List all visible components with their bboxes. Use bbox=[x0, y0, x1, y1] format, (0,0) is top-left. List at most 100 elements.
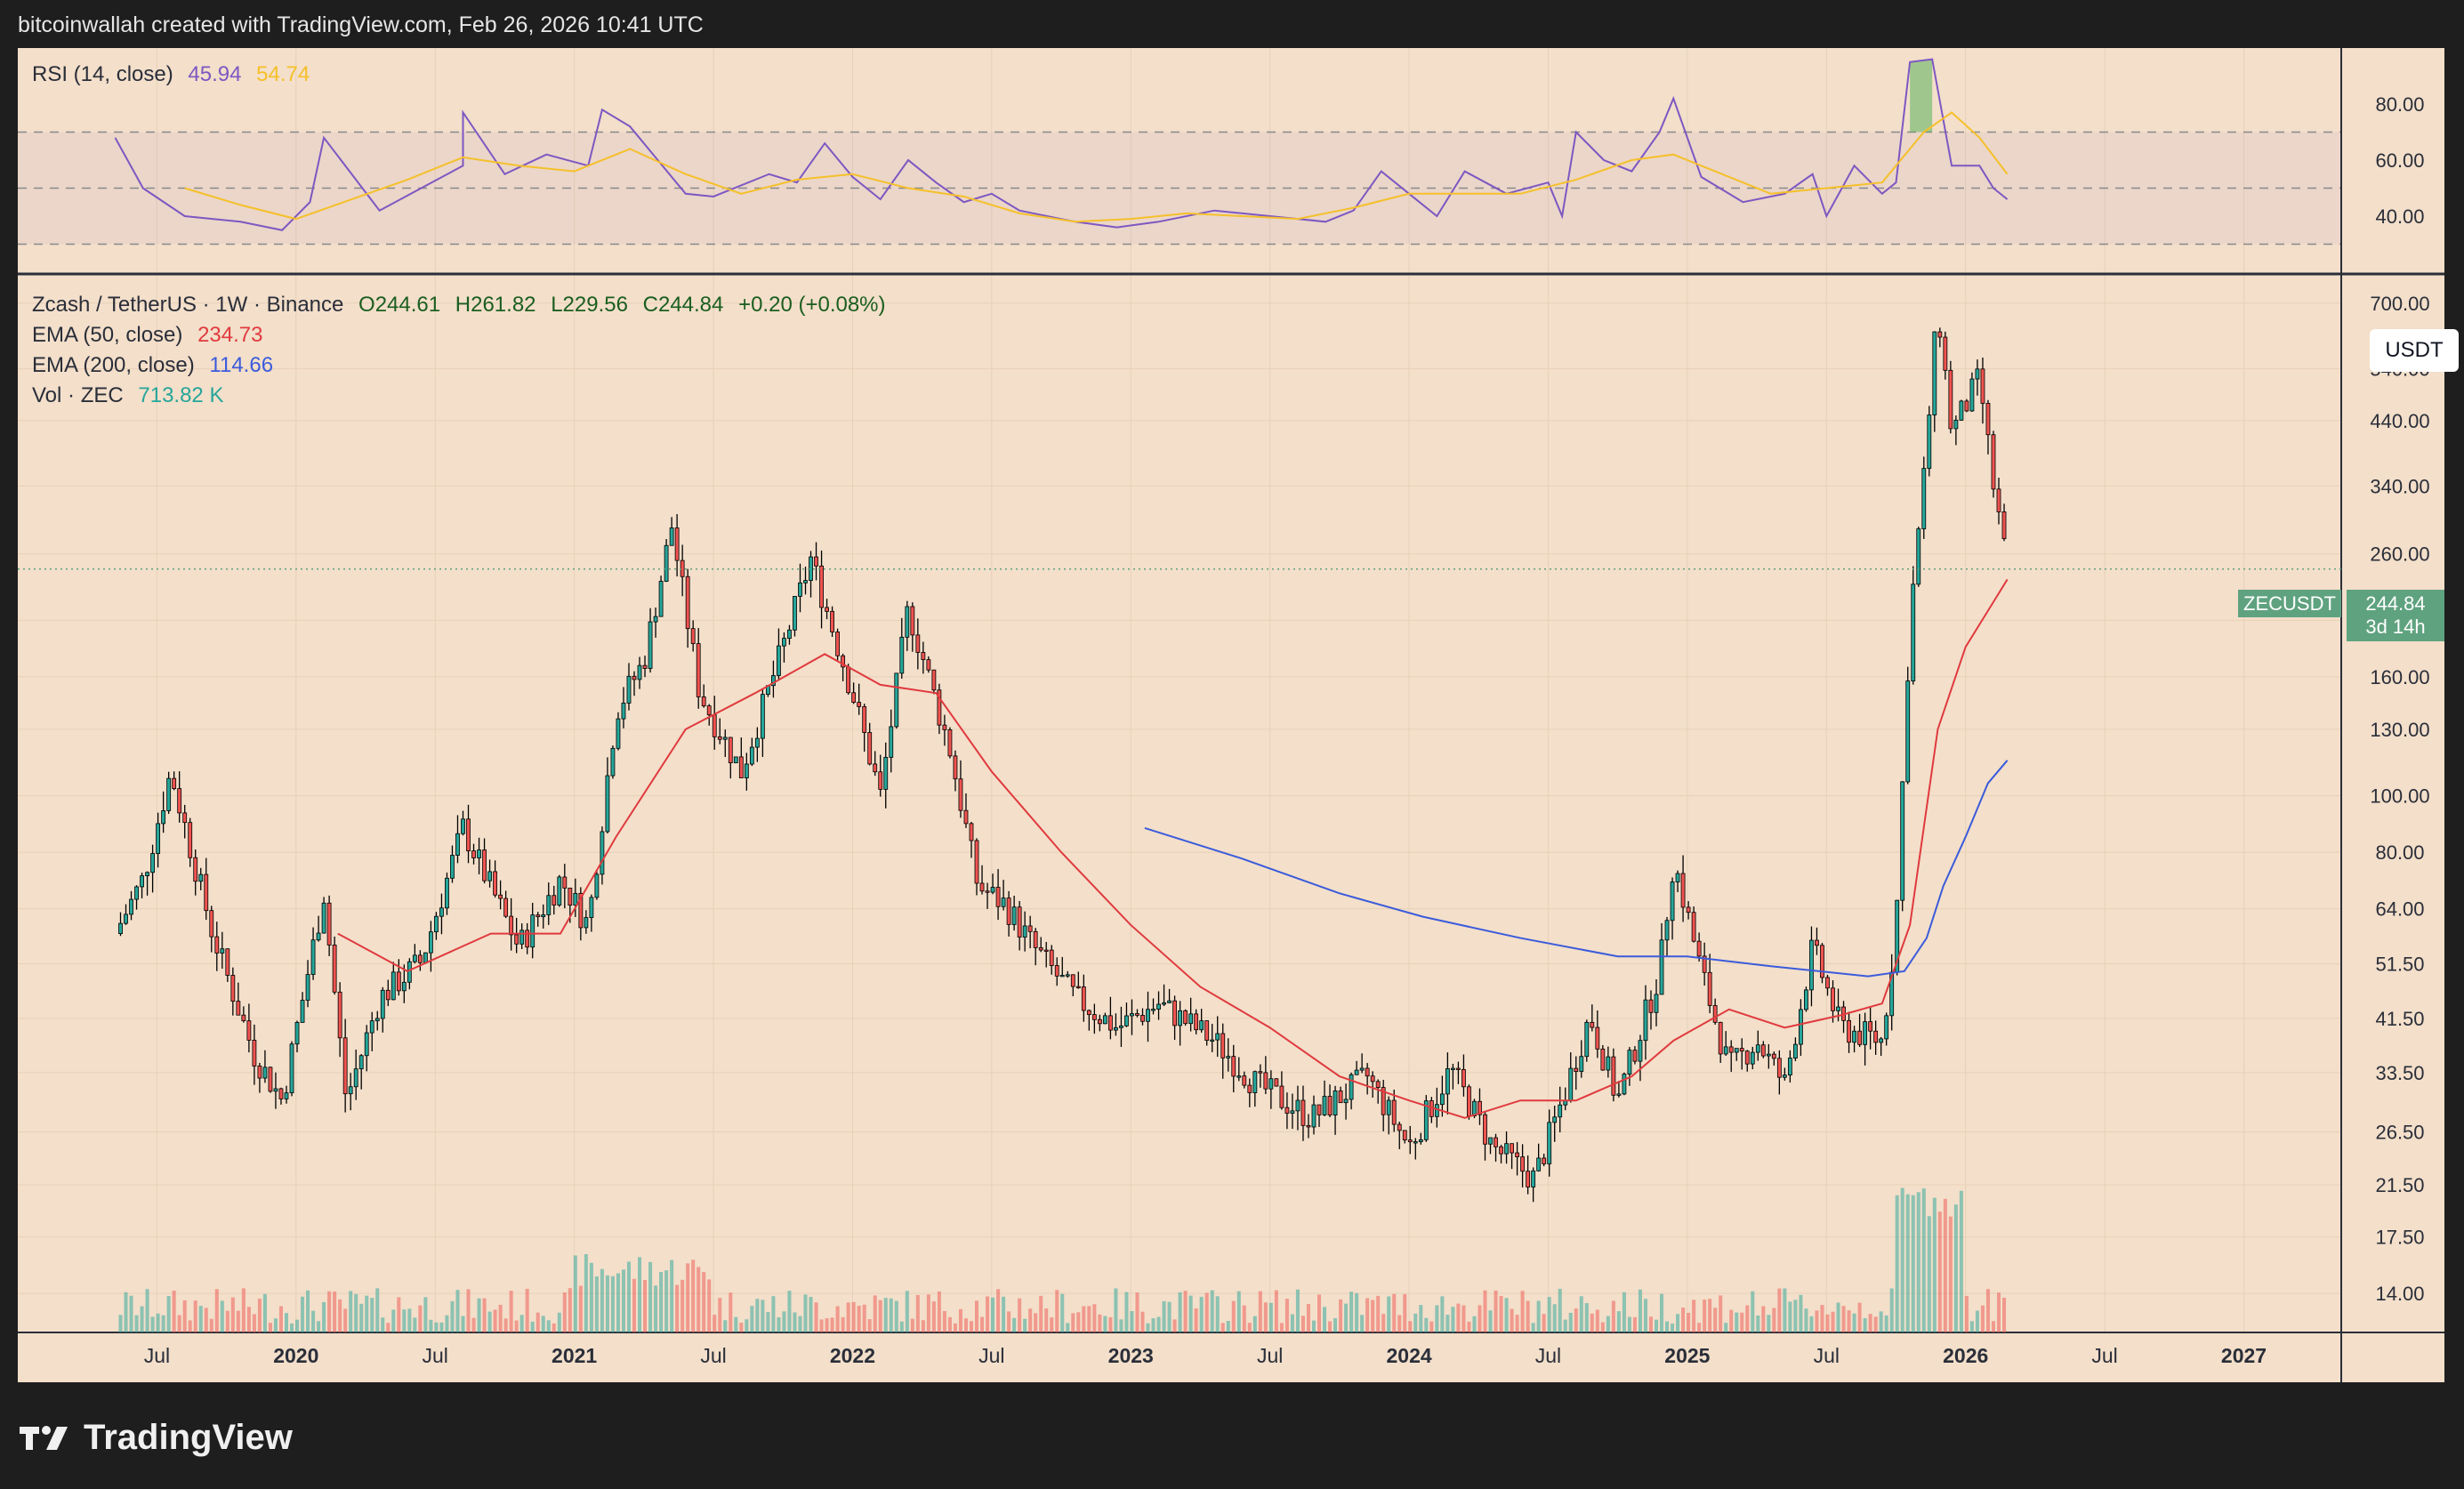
volume-bar bbox=[1392, 1293, 1397, 1332]
candle-body bbox=[1268, 1078, 1274, 1090]
candle bbox=[1317, 1104, 1322, 1127]
candle-body bbox=[429, 931, 433, 954]
candle-body bbox=[1787, 1058, 1792, 1076]
candle-body bbox=[830, 610, 834, 632]
candle-body bbox=[1980, 368, 1985, 404]
candle-body bbox=[1868, 1021, 1873, 1032]
volume-bar bbox=[723, 1320, 728, 1332]
candle bbox=[1183, 1009, 1188, 1026]
candle bbox=[530, 902, 535, 959]
candle bbox=[600, 826, 605, 885]
candle-body bbox=[969, 823, 974, 841]
candle bbox=[1526, 1155, 1531, 1195]
candle bbox=[204, 857, 209, 921]
volume-bar bbox=[1151, 1318, 1156, 1332]
ema200-row[interactable]: EMA (200, close) 114.66 bbox=[32, 350, 895, 381]
candle-body bbox=[937, 689, 942, 726]
candle bbox=[1130, 999, 1134, 1035]
candle bbox=[1879, 1036, 1884, 1056]
candle bbox=[1841, 1001, 1846, 1034]
candle bbox=[926, 656, 931, 673]
chart-canvas[interactable]: 80.0060.0040.00700.00540.00440.00340.002… bbox=[18, 48, 2444, 1382]
candle bbox=[1146, 991, 1150, 1042]
volume-bar bbox=[1456, 1303, 1461, 1332]
candle bbox=[1038, 937, 1043, 953]
volume-bar bbox=[878, 1300, 882, 1332]
volume-bar bbox=[1964, 1295, 1969, 1332]
candle-body bbox=[1333, 1090, 1338, 1115]
candle-body bbox=[1815, 939, 1819, 946]
volume-bar bbox=[1467, 1321, 1471, 1332]
volume-bar bbox=[686, 1263, 690, 1332]
candle bbox=[1809, 926, 1814, 1007]
volume-bar bbox=[793, 1312, 797, 1332]
volume-bar bbox=[1740, 1312, 1744, 1332]
candle-body bbox=[385, 989, 391, 1001]
volume-row[interactable]: Vol · ZEC 713.82 K bbox=[32, 381, 895, 411]
symbol-title[interactable]: Zcash / TetherUS · 1W · Binance bbox=[32, 293, 344, 317]
candle bbox=[156, 812, 161, 868]
candle bbox=[1135, 1009, 1139, 1018]
candle bbox=[1081, 974, 1086, 1022]
candle bbox=[809, 551, 813, 598]
volume-bar bbox=[1793, 1300, 1798, 1332]
volume-bar bbox=[145, 1289, 149, 1332]
volume-bar bbox=[761, 1300, 765, 1332]
candle bbox=[744, 753, 749, 791]
candle bbox=[509, 897, 514, 951]
volume-bar bbox=[1606, 1316, 1610, 1332]
candle bbox=[883, 742, 889, 809]
candle bbox=[450, 845, 455, 883]
candle bbox=[124, 904, 128, 925]
candle-body bbox=[273, 1088, 278, 1092]
candle-body bbox=[434, 915, 439, 933]
candle-body bbox=[1943, 336, 1948, 371]
candle bbox=[429, 921, 433, 972]
candle-body bbox=[562, 876, 568, 889]
candle bbox=[1043, 942, 1049, 968]
rsi-overbought-fill bbox=[1910, 59, 1933, 133]
candle-body bbox=[974, 840, 979, 884]
candle bbox=[1627, 1047, 1632, 1086]
candle bbox=[648, 608, 653, 673]
candle bbox=[1734, 1048, 1739, 1061]
volume-bar bbox=[1745, 1305, 1750, 1332]
candle-body bbox=[509, 915, 514, 936]
candle bbox=[1718, 1021, 1723, 1063]
volume-bar bbox=[1494, 1290, 1498, 1332]
candle bbox=[182, 804, 188, 839]
candle bbox=[369, 1011, 374, 1051]
volume-bar bbox=[2002, 1297, 2007, 1332]
volume-bar bbox=[477, 1298, 481, 1332]
candle-body bbox=[1937, 331, 1943, 338]
currency-button[interactable]: USDT bbox=[2370, 329, 2459, 372]
candle bbox=[1654, 978, 1659, 1026]
candle bbox=[621, 687, 626, 728]
ema50-row[interactable]: EMA (50, close) 234.73 bbox=[32, 320, 895, 350]
candle-body bbox=[1242, 1075, 1247, 1086]
candle bbox=[145, 871, 149, 896]
candle bbox=[1268, 1070, 1274, 1109]
candle bbox=[857, 683, 862, 715]
candle bbox=[1054, 957, 1059, 986]
volume-bar bbox=[1660, 1293, 1664, 1332]
candle-body bbox=[1766, 1053, 1771, 1057]
candle-body bbox=[1135, 1013, 1139, 1016]
chart-frame[interactable]: 80.0060.0040.00700.00540.00440.00340.002… bbox=[18, 48, 2459, 1382]
tradingview-logo[interactable]: TradingView bbox=[20, 1418, 293, 1458]
candle bbox=[1102, 1012, 1107, 1025]
candle-body bbox=[1723, 1046, 1728, 1055]
candle-body bbox=[1033, 930, 1038, 948]
candle bbox=[1017, 901, 1022, 951]
candle bbox=[268, 1066, 273, 1093]
candle bbox=[1370, 1071, 1375, 1099]
candle-body bbox=[268, 1066, 273, 1092]
candle bbox=[380, 986, 385, 1033]
candle-body bbox=[439, 907, 444, 917]
volume-bar bbox=[455, 1290, 460, 1332]
candle-body bbox=[1317, 1104, 1322, 1115]
candle bbox=[140, 873, 144, 899]
volume-bar bbox=[1863, 1317, 1867, 1332]
candle-body bbox=[1884, 1015, 1889, 1040]
volume-bar bbox=[471, 1317, 476, 1332]
